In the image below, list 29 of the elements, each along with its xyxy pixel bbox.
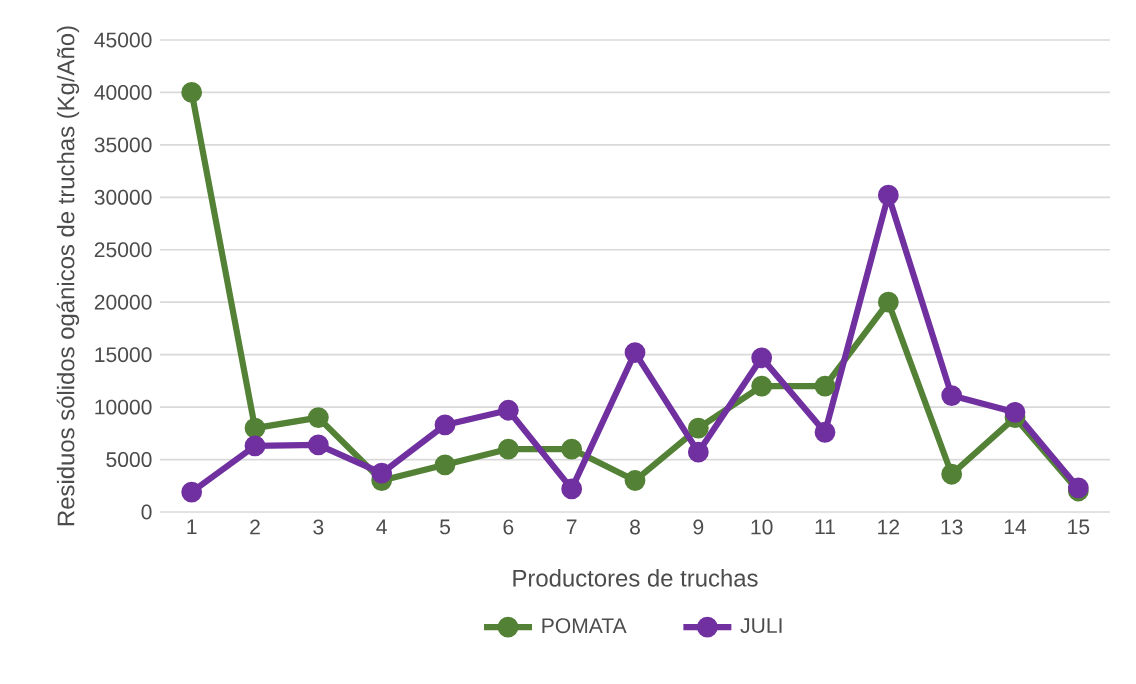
x-tick-label: 7: [566, 519, 577, 535]
y-tick-label: 40000: [94, 84, 152, 100]
x-tick-label: 10: [751, 519, 773, 535]
legend-label: POMATA: [542, 618, 627, 634]
y-tick-label: 10000: [95, 399, 152, 415]
x-tick-label: 6: [503, 519, 514, 535]
legend-label: JULI: [740, 618, 782, 634]
y-tick-label: 5000: [106, 452, 152, 468]
x-tick-label: 3: [313, 519, 324, 535]
y-tick-label: 20000: [94, 294, 152, 310]
x-tick-label: 8: [630, 519, 640, 535]
y-tick-label: 45000: [94, 32, 152, 48]
x-tick-label: 2: [250, 519, 260, 535]
y-tick-label: 0: [141, 504, 152, 520]
x-tick-label: 1: [187, 519, 197, 535]
y-tick-label: 30000: [94, 189, 152, 205]
y-axis-title: Residuos sólidos ogánicos de truchas (Kg/Año): [56, 26, 80, 526]
y-tick-label: 35000: [94, 137, 152, 153]
y-tick-label: 15000: [95, 347, 152, 363]
x-tick-label: 11: [815, 519, 835, 535]
y-tick-label: 25000: [94, 242, 152, 258]
x-tick-label: 13: [941, 519, 963, 535]
x-tick-label: 5: [439, 519, 450, 535]
x-tick-label: 4: [376, 519, 387, 535]
x-tick-label: 14: [1004, 519, 1027, 535]
x-tick-label: 12: [878, 519, 900, 535]
x-tick-label: 15: [1068, 519, 1090, 535]
x-axis-title: Productores de truchas: [513, 569, 758, 587]
x-tick-label: 9: [693, 519, 704, 535]
